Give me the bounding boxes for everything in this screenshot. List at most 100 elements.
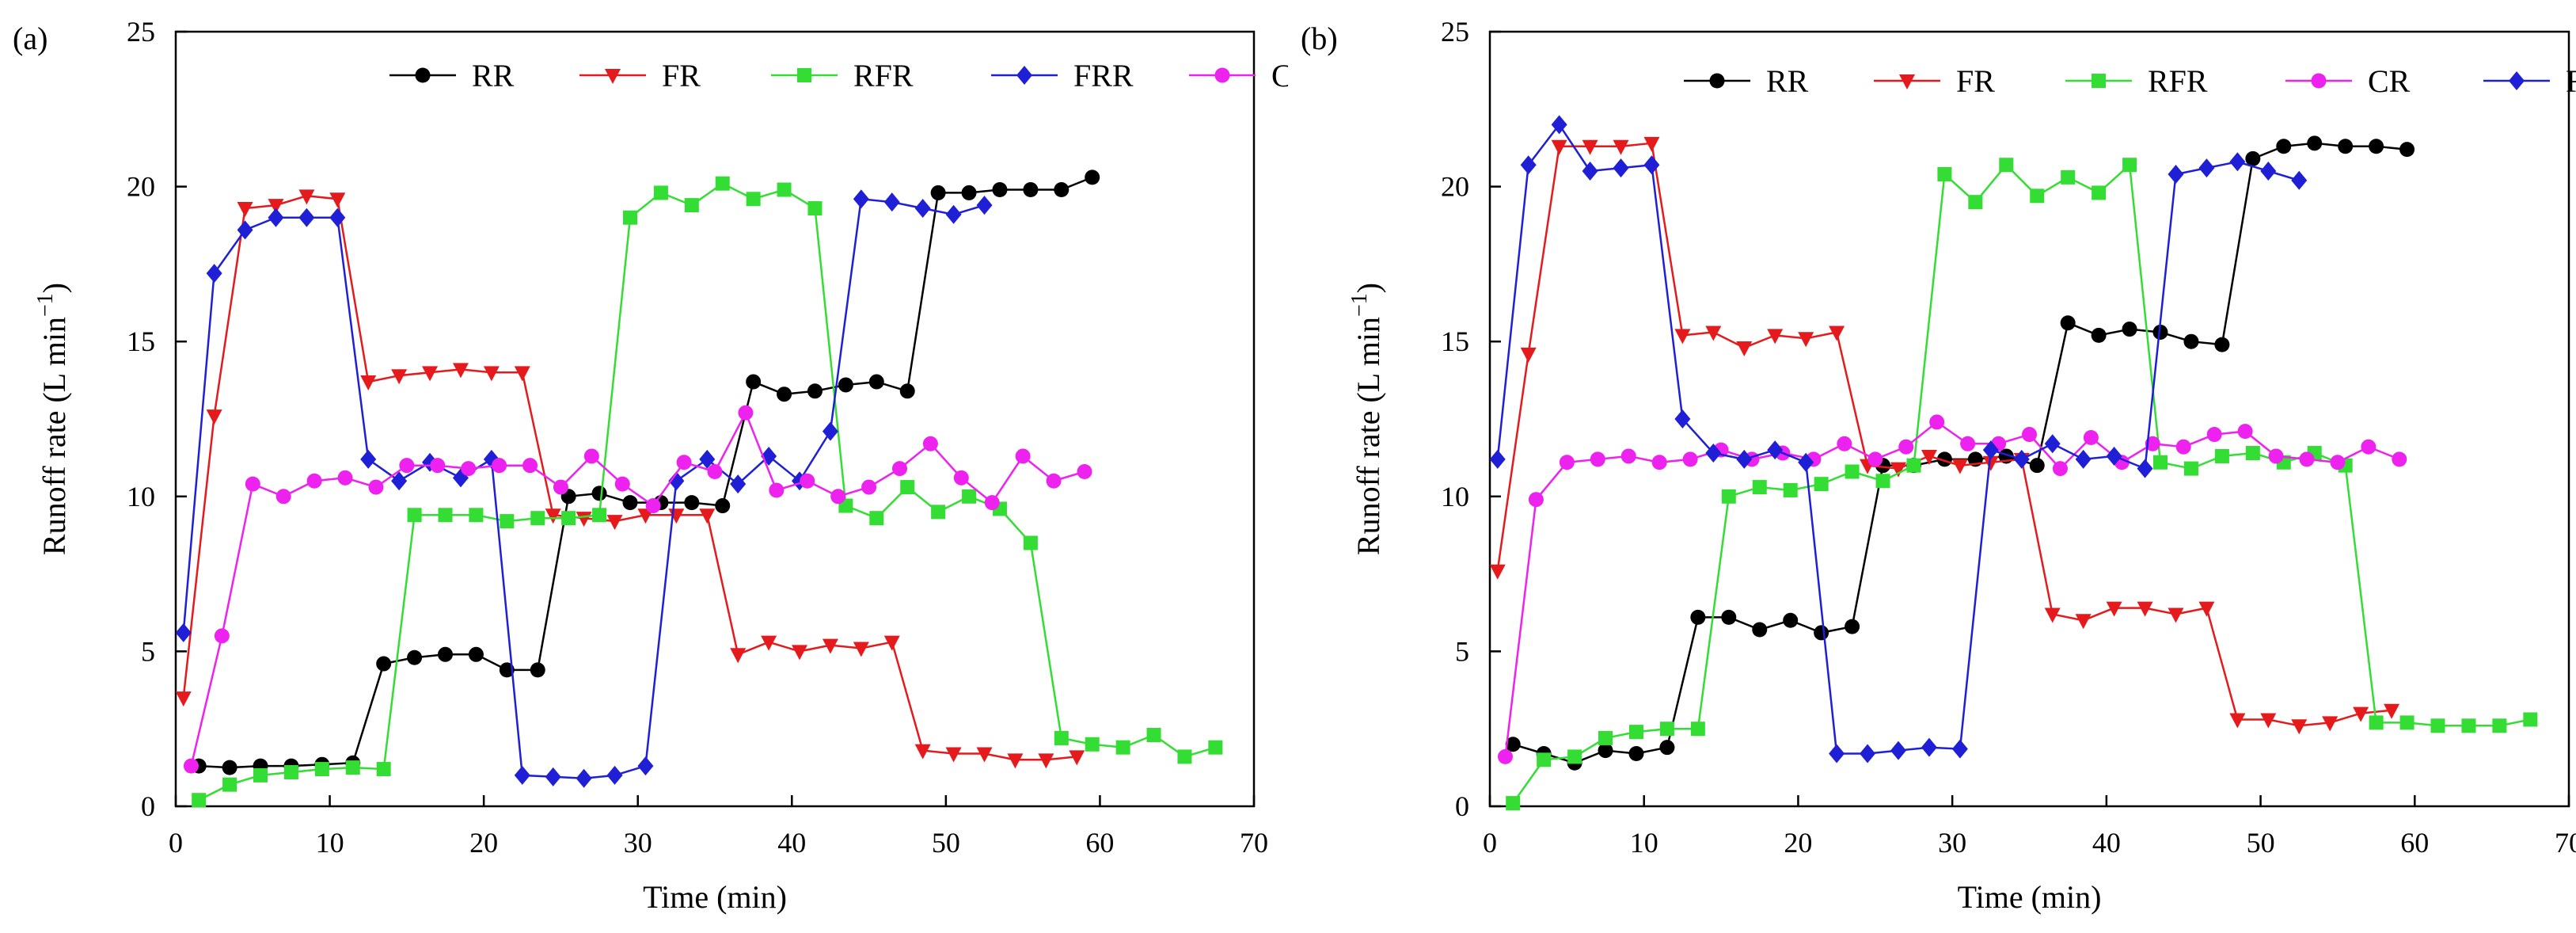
y-tick-label-a-2: 10 [127, 481, 155, 512]
point-a-cr-29 [1077, 464, 1092, 480]
point-b-frr-12 [1860, 744, 1876, 764]
point-b-frr-9 [1767, 440, 1784, 460]
point-b-rr-6 [1690, 609, 1706, 625]
point-b-rfr-3 [1598, 730, 1613, 745]
point-b-frr-4 [1613, 158, 1629, 178]
point-b-rr-29 [2399, 142, 2415, 158]
point-b-rfr-20 [2122, 158, 2137, 173]
point-a-rr-29 [1085, 169, 1100, 185]
point-a-fr-2 [237, 201, 253, 217]
point-b-rfr-24 [2245, 446, 2260, 461]
point-a-rr-21 [838, 377, 853, 393]
x-tick-label-b-7: 70 [2555, 827, 2576, 859]
legend-label-a-rfr: RFR [853, 58, 914, 93]
point-a-rfr-17 [715, 176, 730, 191]
point-a-fr-18 [730, 648, 747, 664]
legend-marker-b-rr [1709, 73, 1725, 89]
point-a-frr-22 [853, 189, 869, 209]
legend-marker-b-rfr [2092, 74, 2106, 88]
point-a-rr-17 [715, 498, 731, 514]
series-line-a-cr [190, 410, 1085, 767]
point-a-cr-21 [830, 489, 846, 505]
point-a-fr-10 [483, 366, 500, 382]
x-tick-label-b-5: 50 [2247, 827, 2275, 859]
legend-label-a-frr: FRR [1073, 58, 1134, 93]
point-b-fr-14 [1921, 449, 1937, 465]
point-a-rr-1 [222, 760, 237, 775]
point-b-fr-10 [1798, 332, 1814, 348]
chart-panel-b: (b) 0 10 20 30 40 50 60 70 0 5 10 15 20 25 Time (min) Ru… [1288, 0, 2576, 933]
point-b-fr-11 [1829, 326, 1845, 341]
point-a-rr-25 [961, 185, 977, 200]
point-a-cr-14 [614, 476, 630, 492]
x-tick-label-a-3: 30 [624, 827, 652, 859]
x-tick-label-b-3: 30 [1938, 827, 1966, 859]
point-b-cr-22 [2175, 439, 2191, 455]
legend-a: RR FR RFR FRR CR [389, 58, 1288, 93]
point-b-frr-8 [1736, 449, 1753, 469]
point-b-frr-0 [1489, 449, 1506, 469]
point-a-frr-21 [822, 421, 838, 441]
point-b-fr-0 [1489, 564, 1506, 580]
point-a-rfr-30 [1115, 740, 1130, 755]
panel-label-b: (b) [1301, 21, 1338, 56]
point-b-frr-10 [1798, 452, 1814, 472]
point-a-rfr-1 [222, 777, 237, 792]
point-a-frr-18 [730, 474, 747, 494]
point-a-fr-1 [206, 409, 222, 425]
point-a-frr-0 [175, 623, 192, 642]
point-a-cr-13 [583, 448, 599, 464]
point-a-rr-9 [468, 646, 484, 662]
point-a-rfr-14 [622, 210, 637, 225]
legend-b: RR FR RFR CR FRR [1684, 63, 2576, 99]
point-b-cr-1 [1528, 492, 1544, 508]
point-a-cr-20 [800, 473, 815, 489]
point-a-cr-5 [337, 470, 353, 486]
point-b-fr-24 [2229, 713, 2246, 729]
point-b-fr-5 [1643, 136, 1660, 152]
series-b-rfr [1506, 158, 2538, 811]
x-tick-label-a-7: 70 [1240, 827, 1268, 859]
point-a-rr-14 [622, 495, 638, 511]
point-a-rr-19 [777, 387, 792, 402]
point-b-fr-28 [2353, 706, 2369, 722]
point-b-frr-2 [1551, 115, 1567, 135]
point-b-frr-20 [2106, 446, 2122, 466]
point-a-rfr-31 [1146, 728, 1161, 743]
series-a-rfr [192, 176, 1223, 808]
legend-label-b-rr: RR [1766, 63, 1809, 99]
point-b-fr-18 [2044, 607, 2061, 623]
point-b-rfr-21 [2153, 455, 2168, 470]
y-axis-title-close-b: ) [1351, 283, 1386, 293]
point-a-cr-2 [245, 476, 260, 492]
point-a-cr-11 [522, 458, 538, 474]
point-a-frr-15 [637, 756, 654, 776]
point-b-cr-24 [2237, 424, 2253, 440]
point-b-rr-0 [1505, 737, 1521, 752]
point-b-rr-21 [2152, 324, 2168, 340]
point-a-frr-13 [576, 768, 592, 788]
y-tick-label-b-2: 10 [1441, 481, 1469, 512]
point-b-rr-10 [1814, 625, 1829, 641]
point-b-rfr-30 [2430, 718, 2445, 733]
point-b-cr-2 [1559, 455, 1575, 470]
point-a-fr-20 [792, 645, 808, 661]
point-a-frr-5 [329, 208, 346, 227]
point-b-fr-26 [2291, 719, 2308, 735]
point-a-frr-12 [545, 767, 561, 786]
point-b-rfr-1 [1537, 752, 1552, 767]
point-b-frr-24 [2229, 152, 2246, 172]
point-a-cr-22 [861, 479, 877, 495]
point-b-frr-22 [2168, 164, 2184, 184]
point-a-rfr-11 [530, 511, 545, 526]
point-a-rfr-13 [592, 508, 607, 523]
point-a-rfr-16 [684, 198, 699, 213]
point-b-rfr-4 [1628, 725, 1643, 740]
point-b-cr-11 [1837, 436, 1852, 451]
point-a-fr-23 [883, 635, 900, 651]
x-tick-label-b-6: 60 [2400, 827, 2429, 859]
point-b-fr-6 [1674, 329, 1691, 345]
point-a-fr-12 [545, 508, 561, 524]
legend-marker-a-fr [605, 69, 621, 84]
point-a-cr-0 [183, 758, 199, 774]
